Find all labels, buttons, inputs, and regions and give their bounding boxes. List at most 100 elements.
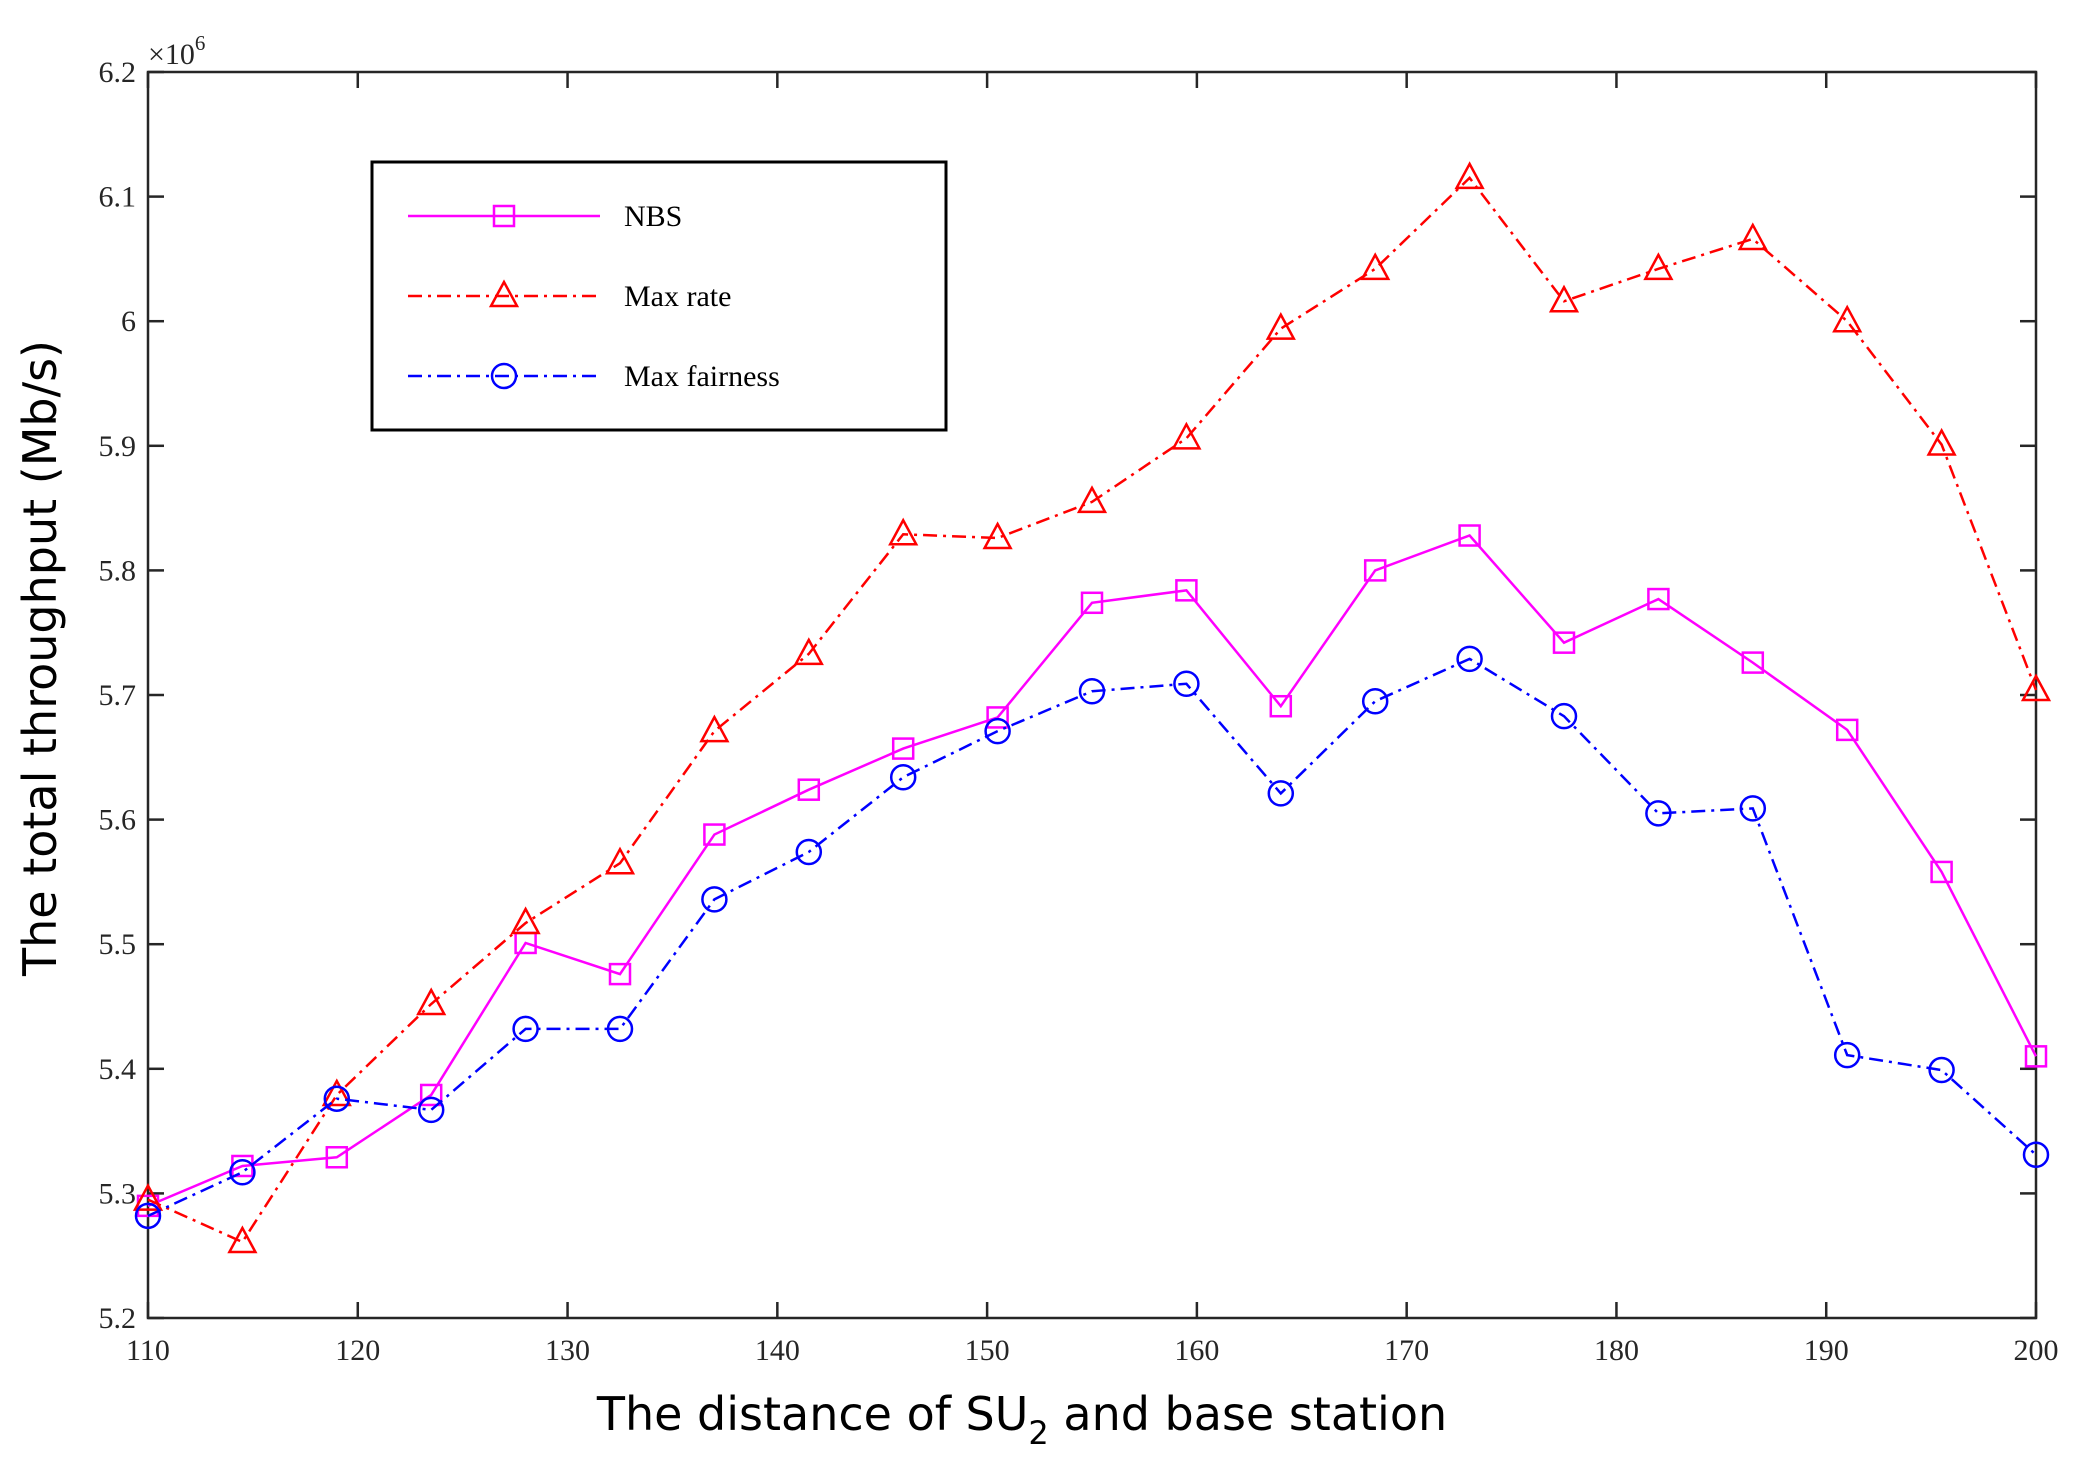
legend-marker-max-fairness [490, 362, 518, 390]
legend: NBS Max rate Max fairness [370, 160, 948, 432]
legend-marker-nbs [492, 204, 516, 228]
data-point-max-fairness [1078, 678, 1106, 705]
data-point-max-fairness [1928, 1056, 1955, 1084]
data-point-max-rate [1171, 421, 1202, 450]
data-point-max-rate [888, 517, 919, 546]
legend-label-nbs: NBS [624, 200, 682, 233]
y-axis: 5.2 5.3 5.4 5.5 5.6 5.7 5.8 5.9 6 6.1 6.2 [99, 56, 2036, 1335]
x-tick-label: 170 [1384, 1334, 1429, 1367]
data-point-nbs [986, 706, 1009, 729]
legend-marker-max-rate [488, 279, 520, 308]
x-tick-label: 160 [1174, 1334, 1219, 1367]
data-point-max-rate [699, 714, 730, 743]
y-tick-label: 5.2 [99, 1302, 137, 1335]
y-multiplier: ×106 [148, 31, 205, 71]
data-point-max-fairness [984, 717, 1011, 745]
legend-label-max-rate: Max rate [624, 280, 731, 313]
y-axis-label: The total throughput (Mb/s) [13, 340, 67, 977]
data-point-nbs [1647, 587, 1670, 611]
data-point-max-fairness [512, 1015, 539, 1043]
data-point-max-fairness [795, 838, 823, 866]
data-point-max-fairness [1267, 780, 1295, 807]
x-tick-label: 150 [965, 1334, 1010, 1367]
data-point-max-rate [1265, 312, 1296, 340]
series-max-rate [132, 161, 2052, 1254]
data-point-nbs [1269, 694, 1293, 718]
x-tick-label: 140 [755, 1334, 800, 1367]
data-point-max-rate [1926, 427, 1957, 456]
data-point-max-fairness [1833, 1041, 1861, 1069]
y-tick-label: 6.2 [99, 56, 137, 89]
series-line-max-rate [147, 176, 2038, 1244]
data-point-max-fairness [1361, 687, 1389, 715]
data-point-max-rate [982, 521, 1013, 550]
data-point-nbs [325, 1146, 349, 1169]
data-point-nbs [797, 778, 821, 801]
data-point-max-fairness [1456, 645, 1483, 673]
data-point-max-rate [1076, 485, 1108, 514]
y-tick-label: 5.4 [99, 1053, 137, 1086]
data-point-max-rate [321, 1078, 352, 1107]
data-point-max-fairness [1550, 702, 1578, 730]
data-point-max-fairness [701, 886, 728, 913]
data-point-max-fairness [229, 1158, 256, 1186]
y-tick-label: 5.7 [99, 679, 137, 712]
data-point-nbs [1363, 559, 1387, 582]
data-point-nbs [703, 823, 726, 846]
data-point-max-fairness [2022, 1141, 2050, 1169]
data-point-max-fairness [1173, 670, 1200, 698]
x-tick-label: 130 [545, 1334, 590, 1367]
x-axis-label: The distance of SU2 and base station [596, 1387, 1447, 1452]
data-point-max-rate [604, 846, 636, 875]
x-tick-label: 190 [1804, 1334, 1849, 1367]
data-point-max-fairness [323, 1085, 351, 1112]
x-axis: 110 120 130 140 150 160 170 180 190 200 [126, 72, 2059, 1367]
data-point-max-rate [1737, 222, 1768, 251]
y-tick-label: 5.8 [99, 554, 137, 587]
series-nbs [136, 524, 2048, 1218]
data-point-nbs [891, 737, 915, 760]
y-tick-label: 5.5 [99, 928, 137, 961]
x-tick-label: 110 [126, 1334, 170, 1367]
data-point-nbs [419, 1083, 443, 1107]
data-point-max-rate [1548, 284, 1580, 313]
data-point-max-fairness [606, 1015, 634, 1043]
data-point-max-rate [1454, 161, 1485, 190]
data-point-nbs [2024, 1045, 2048, 1068]
data-point-max-fairness [134, 1202, 162, 1230]
y-tick-label: 6.1 [99, 181, 137, 214]
x-tick-label: 180 [1594, 1334, 1639, 1367]
y-tick-label: 6 [121, 305, 136, 338]
y-tick-label: 5.3 [99, 1177, 137, 1210]
y-tick-label: 5.9 [99, 430, 137, 463]
data-point-max-rate [132, 1183, 164, 1211]
data-point-max-fairness [1739, 795, 1767, 822]
data-point-max-fairness [889, 763, 917, 791]
data-point-nbs [1835, 718, 1859, 742]
series-line-nbs [147, 534, 2038, 1208]
data-point-nbs [1175, 579, 1198, 602]
data-point-max-rate [793, 637, 824, 666]
series-max-fairness [134, 645, 2050, 1230]
data-point-nbs [1552, 631, 1576, 654]
data-point-nbs [1080, 591, 1104, 615]
data-point-max-fairness [417, 1096, 445, 1124]
series-layer [132, 161, 2052, 1254]
data-point-max-rate [2020, 673, 2052, 702]
data-point-max-fairness [1645, 800, 1672, 827]
data-point-max-rate [1643, 252, 1674, 281]
y-tick-label: 5.6 [99, 804, 137, 837]
data-point-max-rate [1832, 304, 1863, 333]
data-point-nbs [1458, 524, 1481, 547]
x-tick-label: 120 [335, 1334, 380, 1367]
data-point-nbs [1741, 651, 1765, 674]
legend-label-max-fairness: Max fairness [624, 360, 780, 393]
data-point-max-rate [416, 987, 447, 1016]
data-point-max-rate [1360, 252, 1391, 281]
data-point-nbs [608, 962, 632, 986]
data-point-max-rate [510, 906, 541, 935]
data-point-nbs [1930, 860, 1953, 884]
data-point-max-rate [227, 1225, 258, 1254]
x-tick-label: 200 [2014, 1334, 2059, 1367]
